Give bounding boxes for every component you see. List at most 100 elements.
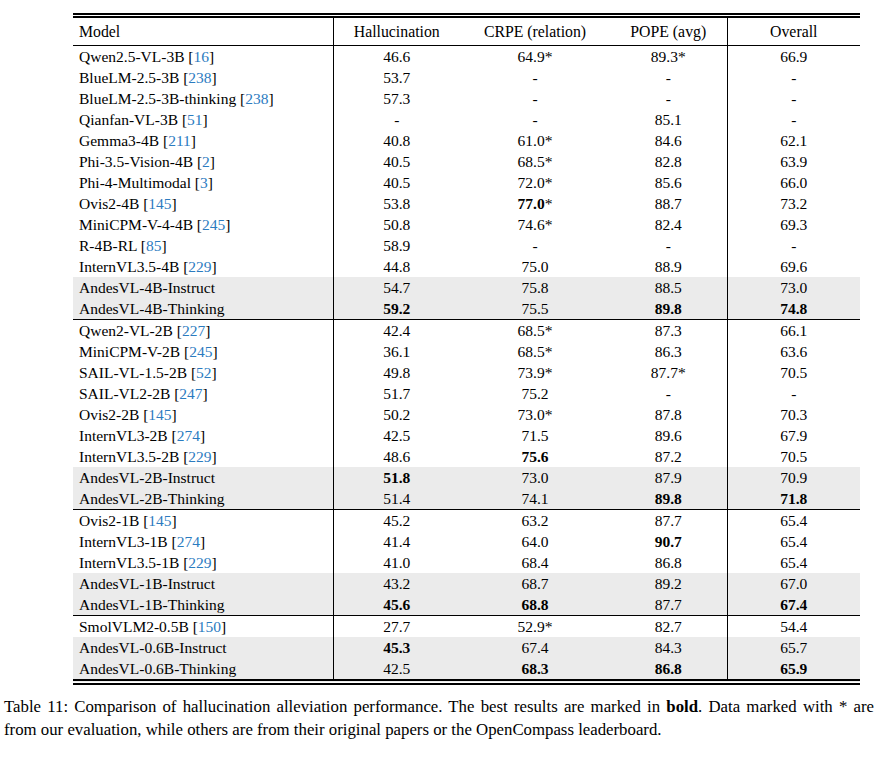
metric-value: 87.7 — [610, 594, 727, 616]
metric-value: - — [610, 88, 727, 109]
table-row: AndesVL-1B-Instruct43.268.789.267.0 — [73, 573, 860, 594]
metric-value: 27.7 — [333, 616, 460, 638]
metric-value: 73.0 — [460, 467, 610, 488]
table-row: MiniCPM-V-4-4B [245]50.874.6*82.469.3 — [73, 214, 860, 235]
citation-link[interactable]: 52 — [196, 364, 212, 381]
model-name: InternVL3-1B [274] — [73, 531, 333, 552]
evaluation-asterisk: * — [545, 406, 553, 423]
metric-value: 75.2 — [460, 383, 610, 404]
metric-value: 71.8 — [727, 488, 860, 510]
metric-value: 64.0 — [460, 531, 610, 552]
paper-page: ModelHallucinationCRPE (relation)POPE (a… — [0, 0, 881, 760]
model-name: Ovis2-1B [145] — [73, 510, 333, 532]
citation-link[interactable]: 85 — [146, 237, 162, 254]
citation-link[interactable]: 274 — [177, 533, 200, 550]
metric-value: 59.2 — [333, 298, 460, 320]
table-row: Phi-3.5-Vision-4B [2]40.568.5*82.863.9 — [73, 151, 860, 172]
citation-link[interactable]: 229 — [188, 258, 211, 275]
metric-value: 65.4 — [727, 552, 860, 573]
evaluation-asterisk: * — [545, 343, 553, 360]
metric-value: 65.7 — [727, 637, 860, 658]
table-row: MiniCPM-V-2B [245]36.168.5*86.363.6 — [73, 341, 860, 362]
table-row: AndesVL-4B-Thinking59.275.589.874.8 — [73, 298, 860, 320]
citation-link[interactable]: 145 — [148, 512, 171, 529]
citation-link[interactable]: 150 — [198, 618, 221, 635]
citation-link[interactable]: 245 — [202, 216, 225, 233]
table-row: Qianfan-VL-3B [51]--85.1- — [73, 109, 860, 130]
citation-link[interactable]: 227 — [182, 322, 205, 339]
metric-value: - — [610, 67, 727, 88]
model-name: R-4B-RL [85] — [73, 235, 333, 256]
metric-value: 82.4 — [610, 214, 727, 235]
metric-value: 85.6 — [610, 172, 727, 193]
metric-value: 86.8 — [610, 658, 727, 682]
metric-value: 68.3 — [460, 658, 610, 682]
citation-link[interactable]: 211 — [168, 132, 191, 149]
metric-value: 65.9 — [727, 658, 860, 682]
table-row: InternVL3.5-4B [229]44.875.088.969.6 — [73, 256, 860, 277]
metric-value: 68.8 — [460, 594, 610, 616]
column-header-hallucination: Hallucination — [333, 16, 460, 46]
citation-link[interactable]: 145 — [148, 195, 171, 212]
citation-link[interactable]: 238 — [245, 90, 268, 107]
metric-value: 68.7 — [460, 573, 610, 594]
metric-value: 73.0* — [460, 404, 610, 425]
citation-link[interactable]: 274 — [177, 427, 200, 444]
metric-value: 70.9 — [727, 467, 860, 488]
metric-value: - — [460, 67, 610, 88]
column-header-model: Model — [73, 16, 333, 46]
metric-value: 68.5* — [460, 341, 610, 362]
metric-value: 73.9* — [460, 362, 610, 383]
metric-value: 89.2 — [610, 573, 727, 594]
evaluation-asterisk: * — [545, 216, 553, 233]
model-name: AndesVL-1B-Thinking — [73, 594, 333, 616]
metric-value: 70.5 — [727, 446, 860, 467]
table-row: Ovis2-4B [145]53.877.0*88.773.2 — [73, 193, 860, 214]
metric-value: 51.7 — [333, 383, 460, 404]
metric-value: 50.8 — [333, 214, 460, 235]
metric-value: 61.0* — [460, 130, 610, 151]
metric-value: 69.3 — [727, 214, 860, 235]
model-name: Qwen2.5-VL-3B [16] — [73, 46, 333, 68]
model-name: InternVL3.5-4B [229] — [73, 256, 333, 277]
metric-value: 87.2 — [610, 446, 727, 467]
model-name: BlueLM-2.5-3B-thinking [238] — [73, 88, 333, 109]
metric-value: 74.1 — [460, 488, 610, 510]
citation-link[interactable]: 145 — [148, 406, 171, 423]
caption-text: Table 11: Comparison of hallucination al… — [4, 697, 666, 716]
citation-link[interactable]: 3 — [200, 174, 208, 191]
metric-value: 66.9 — [727, 46, 860, 68]
metric-value: - — [727, 88, 860, 109]
metric-value: 82.8 — [610, 151, 727, 172]
citation-link[interactable]: 238 — [188, 69, 211, 86]
metric-value: 88.5 — [610, 277, 727, 298]
metric-value: 48.6 — [333, 446, 460, 467]
metric-value: 40.8 — [333, 130, 460, 151]
citation-link[interactable]: 229 — [188, 554, 211, 571]
citation-link[interactable]: 2 — [202, 153, 210, 170]
model-name: AndesVL-2B-Instruct — [73, 467, 333, 488]
metric-value: 87.3 — [610, 320, 727, 342]
table-row: Phi-4-Multimodal [3]40.572.0*85.666.0 — [73, 172, 860, 193]
citation-link[interactable]: 16 — [194, 48, 210, 65]
metric-value: 73.2 — [727, 193, 860, 214]
citation-link[interactable]: 51 — [187, 111, 203, 128]
citation-link[interactable]: 229 — [188, 448, 211, 465]
citation-link[interactable]: 245 — [189, 343, 212, 360]
metric-value: 45.6 — [333, 594, 460, 616]
metric-value: - — [727, 383, 860, 404]
table-row: InternVL3.5-1B [229]41.068.486.865.4 — [73, 552, 860, 573]
metric-value: 71.5 — [460, 425, 610, 446]
metric-value: 74.6* — [460, 214, 610, 235]
metric-value: - — [460, 109, 610, 130]
metric-value: 66.0 — [727, 172, 860, 193]
metric-value: - — [460, 235, 610, 256]
metric-value: 54.4 — [727, 616, 860, 638]
evaluation-asterisk: * — [545, 322, 553, 339]
citation-link[interactable]: 247 — [179, 385, 202, 402]
metric-value: 87.7 — [610, 510, 727, 532]
metric-value: 75.5 — [460, 298, 610, 320]
metric-value: 45.2 — [333, 510, 460, 532]
table-row: InternVL3.5-2B [229]48.675.687.270.5 — [73, 446, 860, 467]
metric-value: 40.5 — [333, 151, 460, 172]
